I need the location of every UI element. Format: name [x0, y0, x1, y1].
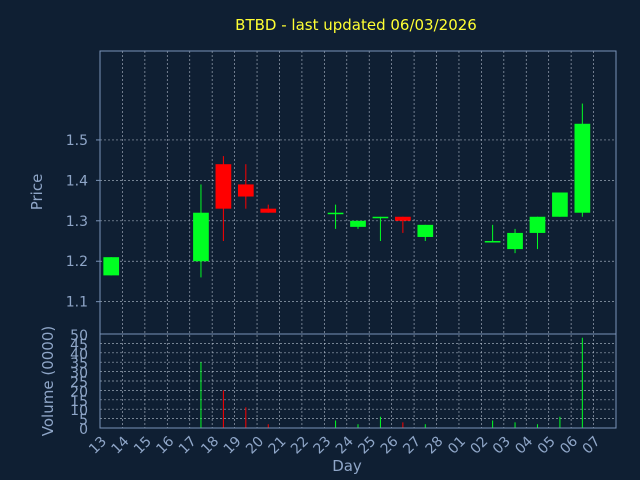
x-tick-label: 17 [176, 434, 200, 458]
volume-axis-label: Volume (0000) [39, 326, 57, 436]
candle-body [350, 220, 366, 227]
candle-body [395, 216, 411, 221]
chart-title: BTBD - last updated 06/03/2026 [235, 16, 477, 34]
candle-body [417, 224, 434, 237]
candle-body [484, 241, 501, 243]
x-tick-label: 04 [512, 433, 536, 457]
candle-body [237, 184, 254, 197]
candle-body [574, 123, 591, 213]
candle-body [372, 216, 389, 219]
x-tick-label: 19 [221, 434, 245, 458]
candle-body [327, 212, 344, 215]
x-tick-label: 15 [131, 434, 155, 458]
x-tick-label: 02 [468, 434, 492, 458]
volume-tick-label: 10 [70, 403, 88, 419]
volume-tick-label: 20 [70, 384, 88, 400]
candle-body [507, 232, 523, 250]
volume-tick-label: 30 [70, 366, 88, 382]
candle-body [260, 208, 277, 213]
x-tick-label: 14 [109, 433, 133, 457]
volume-tick-label: 35 [70, 356, 88, 372]
candle-body [529, 216, 546, 233]
price-tick-label: 1.2 [66, 254, 88, 270]
x-tick-label: 07 [580, 434, 604, 458]
x-tick-label: 25 [355, 434, 379, 458]
volume-tick-label: 0 [79, 422, 88, 438]
price-axis-label: Price [28, 174, 46, 211]
x-tick-label: 03 [490, 434, 514, 458]
x-tick-label: 27 [400, 434, 424, 458]
label-layer: 1.11.21.31.41.50510152025303540455013141… [66, 133, 604, 457]
x-tick-label: 24 [333, 433, 357, 457]
x-tick-label: 21 [266, 434, 290, 458]
x-tick-label: 26 [378, 433, 402, 457]
x-tick-label: 23 [310, 434, 334, 458]
price-panel-frame [99, 50, 617, 335]
candle-layer [103, 103, 591, 278]
x-tick-label: 01 [445, 434, 469, 458]
volume-tick-label: 45 [70, 337, 88, 353]
grid-layer [100, 51, 616, 429]
candle-body [103, 257, 120, 276]
price-tick-label: 1.1 [66, 295, 88, 311]
price-tick-label: 1.3 [66, 214, 88, 230]
volume-tick-label: 15 [70, 394, 88, 410]
price-tick-label: 1.5 [66, 133, 88, 149]
candle-body [193, 212, 209, 262]
x-tick-label: 16 [153, 433, 177, 457]
x-tick-label: 22 [288, 434, 312, 458]
volume-tick-label: 50 [70, 328, 88, 344]
price-tick-label: 1.4 [66, 173, 88, 189]
volume-layer [200, 337, 583, 428]
x-tick-label: 06 [557, 433, 581, 457]
candle-body [552, 192, 568, 217]
x-tick-label: 28 [423, 434, 447, 458]
frame-layer [96, 50, 617, 429]
volume-panel-frame [99, 333, 617, 429]
x-tick-label: 05 [535, 434, 559, 458]
volume-tick-label: 5 [79, 413, 88, 429]
volume-tick-label: 25 [70, 375, 88, 391]
volume-tick-label: 40 [70, 347, 88, 363]
candle-body [215, 164, 232, 209]
x-tick-label: 18 [198, 434, 222, 458]
x-axis-label: Day [332, 457, 362, 475]
x-tick-label: 20 [243, 434, 267, 458]
x-tick-label: 13 [86, 434, 110, 458]
